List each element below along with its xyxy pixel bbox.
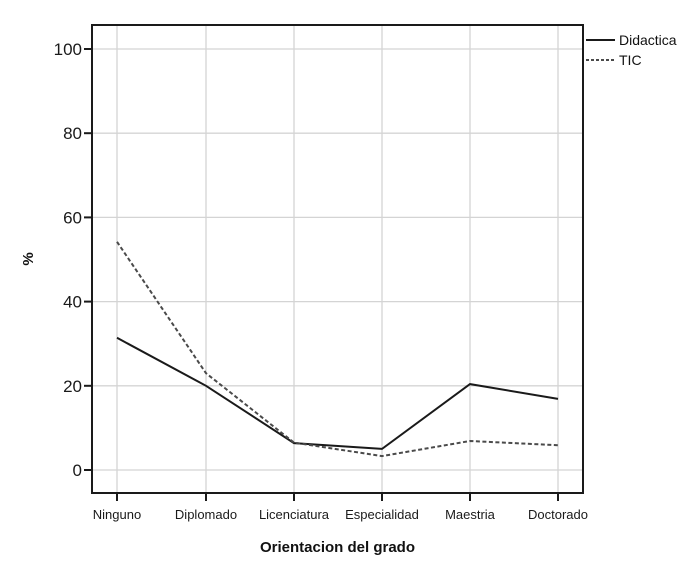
y-tick-label: 100 bbox=[54, 40, 82, 59]
x-tick-label: Doctorado bbox=[528, 507, 588, 522]
gridlines bbox=[92, 25, 583, 493]
y-tick-label: 60 bbox=[63, 208, 82, 227]
y-axis: 0 20 40 60 80 100 bbox=[54, 40, 92, 480]
plot-frame bbox=[91, 24, 584, 494]
y-tick-label: 40 bbox=[63, 293, 82, 312]
x-tick-label: Ninguno bbox=[93, 507, 141, 522]
y-tick-label: 0 bbox=[73, 461, 82, 480]
y-tick-label: 80 bbox=[63, 124, 82, 143]
y-tick-label: 20 bbox=[63, 377, 82, 396]
data-series bbox=[116, 241, 559, 458]
legend-label-tic: TIC bbox=[619, 52, 642, 68]
series-line-tic bbox=[116, 241, 559, 458]
x-tick-label: Especialidad bbox=[345, 507, 419, 522]
legend: Didactica TIC bbox=[586, 32, 677, 68]
y-axis-title: % bbox=[20, 252, 37, 265]
series-line-didactica bbox=[116, 336, 559, 450]
x-tick-label: Diplomado bbox=[175, 507, 237, 522]
x-axis: Ninguno Diplomado Licenciatura Especialidad… bbox=[93, 493, 588, 522]
legend-label-didactica: Didactica bbox=[619, 32, 677, 48]
x-tick-label: Licenciatura bbox=[259, 507, 330, 522]
x-tick-label: Maestria bbox=[445, 507, 496, 522]
x-axis-title: Orientacion del grado bbox=[260, 539, 415, 556]
